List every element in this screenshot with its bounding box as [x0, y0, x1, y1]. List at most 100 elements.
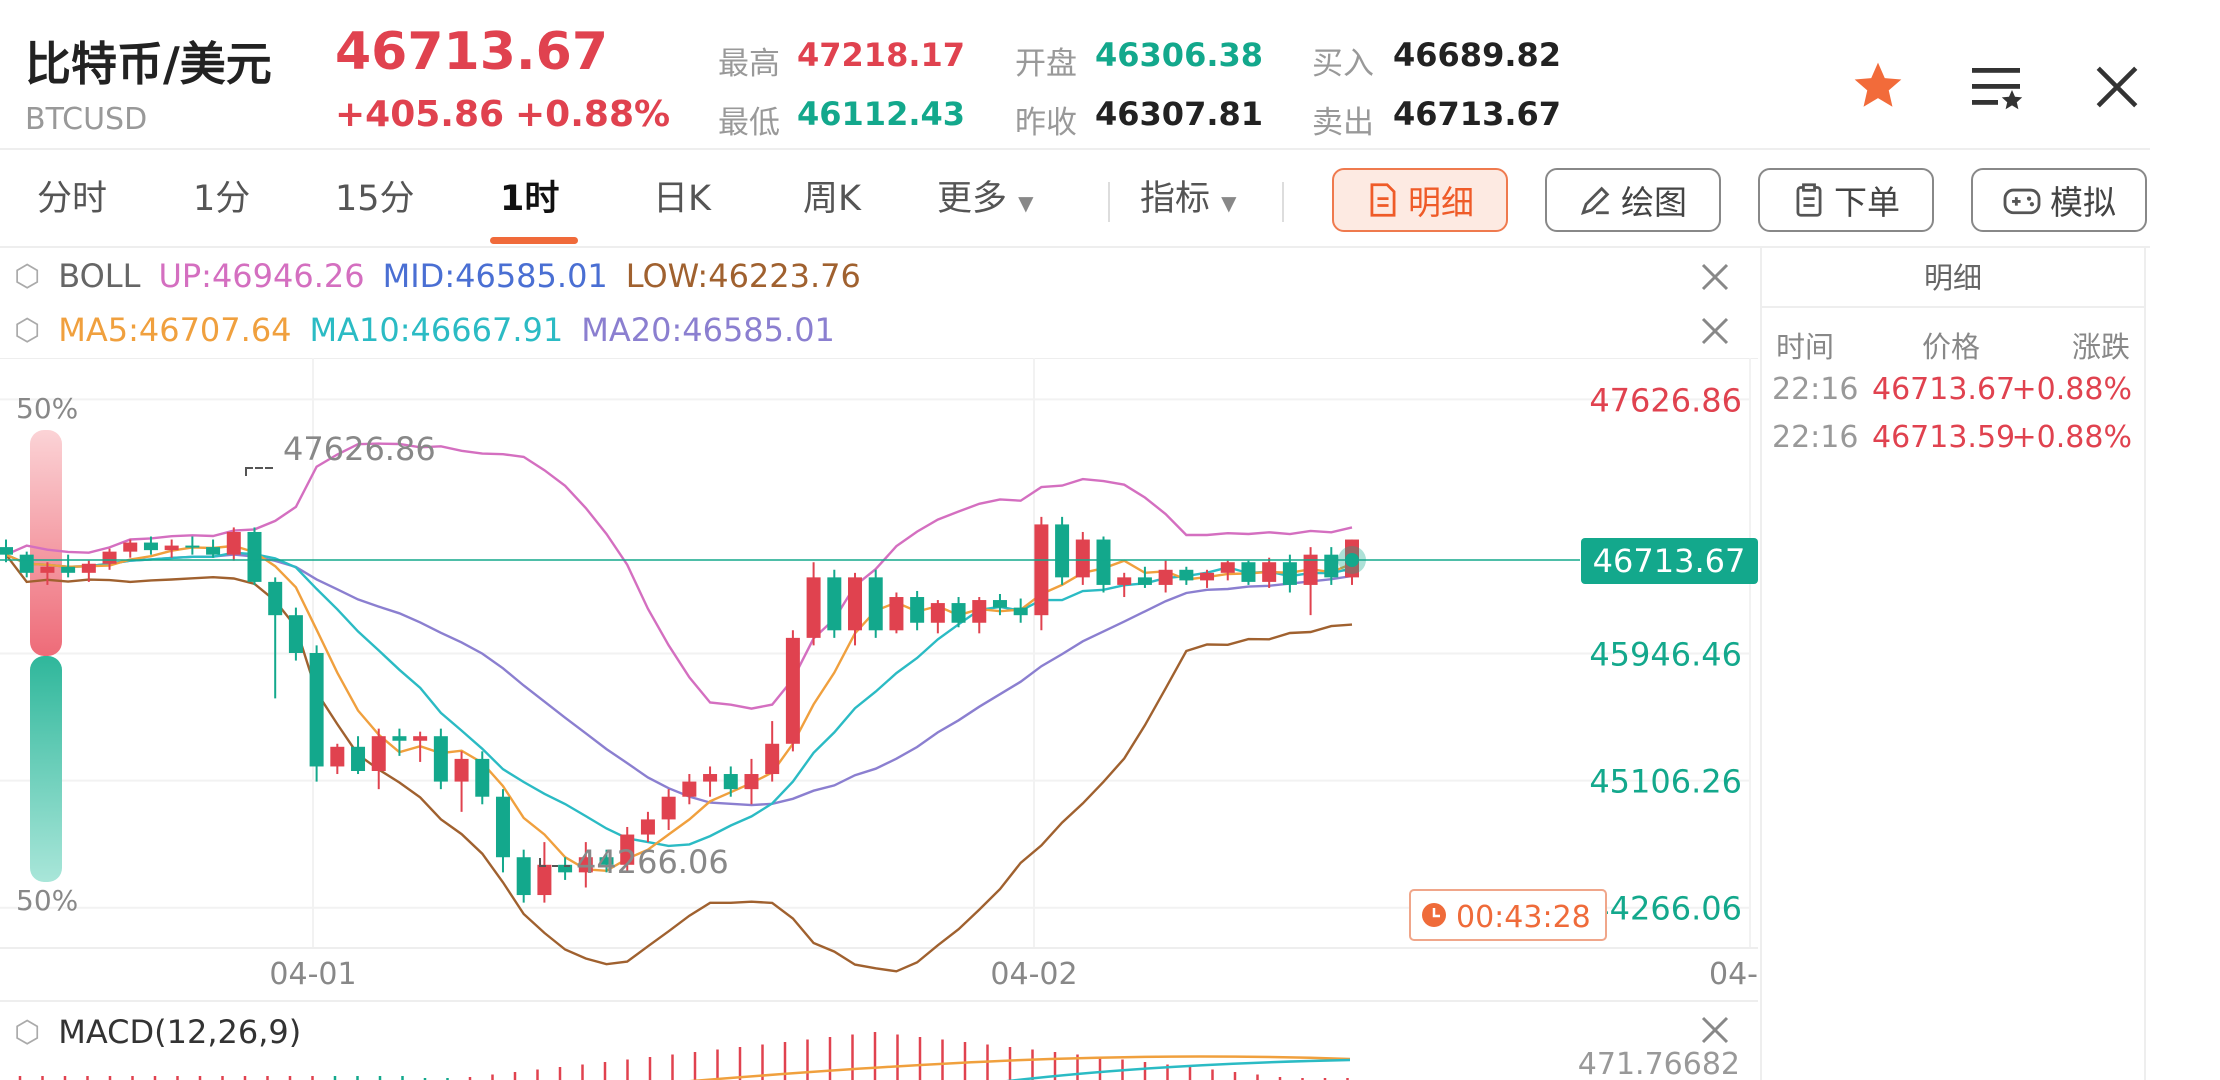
tab-15min[interactable]: 15分	[335, 179, 415, 219]
col-price: 价格	[1922, 330, 1981, 364]
bid-value: 46689.82	[1393, 36, 1562, 74]
macd-chart: 471.76682	[18, 1032, 1740, 1080]
macd-legend: ⬡ MACD(12,26,9)	[14, 1012, 319, 1052]
tab-1hour[interactable]: 1时	[500, 179, 560, 219]
candle-body	[785, 637, 800, 744]
candle-body	[1303, 554, 1318, 585]
high-value: 47218.17	[797, 36, 966, 74]
order-button[interactable]: 下单	[1758, 168, 1934, 232]
period-tabs: 分时 1分 15分 1时 日K 周K 更多 ▼ 指标 ▼ 明细 绘图 下单	[0, 150, 2150, 248]
ma5-line	[5, 544, 1353, 873]
trade-price: 46713.59	[1872, 420, 2016, 455]
candle-body	[123, 542, 138, 552]
indicators-label: 指标	[1140, 179, 1211, 219]
candle-body	[495, 796, 510, 858]
macd-value: 471.76682	[1578, 1047, 1740, 1080]
close-icon[interactable]	[1697, 313, 1733, 349]
boll-mid: MID:46585.01	[382, 257, 608, 295]
high-label: 最高	[718, 46, 780, 82]
candle-body	[433, 736, 448, 782]
candle-body	[392, 736, 407, 741]
low-label: 最低	[718, 105, 780, 141]
candle-body	[268, 581, 283, 616]
candle-body	[1324, 554, 1339, 578]
simulate-button[interactable]: 模拟	[1971, 168, 2147, 232]
col-time: 时间	[1776, 330, 1835, 364]
close-icon[interactable]	[1697, 1012, 1733, 1048]
candle-body	[806, 577, 821, 638]
ma-legend: ⬡ MA5:46707.64 MA10:46667.91 MA20:46585.…	[14, 310, 853, 350]
macd-name: MACD(12,26,9)	[58, 1013, 302, 1051]
star-icon[interactable]	[1850, 58, 1906, 114]
draw-button-label: 绘图	[1621, 183, 1687, 222]
kline-chart[interactable]: 47626.86 44266.06 50% 50% 47626.86 45946.…	[0, 358, 1758, 998]
candle-body	[889, 597, 904, 631]
candle-body	[951, 603, 966, 623]
settings-hex-icon[interactable]: ⬡	[14, 312, 41, 348]
tab-more[interactable]: 更多 ▼	[937, 170, 1034, 221]
detail-button[interactable]: 明细	[1332, 168, 1508, 232]
candle-body	[1075, 539, 1090, 578]
close-icon[interactable]	[2092, 62, 2142, 112]
tab-indicators[interactable]: 指标 ▼	[1140, 170, 1237, 221]
tab-1min[interactable]: 1分	[193, 179, 251, 219]
candle-body	[164, 545, 179, 551]
candle-body	[848, 577, 863, 631]
candle-body	[661, 796, 676, 820]
candle-body	[1179, 569, 1194, 581]
candle-body	[247, 531, 262, 582]
open-value: 46306.38	[1095, 36, 1264, 74]
candle-body	[703, 774, 718, 782]
ma10: MA10:46667.91	[309, 311, 564, 349]
watchlist-icon[interactable]	[1970, 62, 2024, 114]
trade-time: 22:16	[1772, 420, 1859, 455]
candle-body	[1241, 562, 1256, 582]
ma20: MA20:46585.01	[581, 311, 835, 349]
candle-body	[309, 653, 324, 767]
candle-body	[413, 736, 428, 741]
draw-button[interactable]: 绘图	[1545, 168, 1721, 232]
candle-body	[930, 603, 945, 623]
x-tick-label: 04-01	[269, 957, 356, 992]
settings-hex-icon[interactable]: ⬡	[14, 1014, 41, 1050]
tab-weekly[interactable]: 周K	[803, 179, 861, 219]
trade-row: 22:16 46713.67 +0.88%	[1762, 372, 2144, 416]
low-marker: 44266.06	[576, 843, 729, 881]
candle-body	[40, 566, 55, 573]
price-change-pct: +0.88%	[515, 94, 671, 135]
caret-down-icon: ▼	[1018, 191, 1034, 215]
candle-body	[640, 819, 655, 835]
y-tick-label: 44266.06	[1589, 890, 1742, 928]
candle-body	[1200, 572, 1215, 581]
macd-panel: ⬡ MACD(12,26,9) 471.76682	[0, 1000, 1758, 1080]
candle-body	[1220, 562, 1235, 573]
col-change: 涨跌	[2071, 330, 2130, 364]
tab-daily[interactable]: 日K	[653, 179, 711, 219]
y-tick-label: 47626.86	[1589, 381, 1742, 419]
clipboard-icon	[1796, 183, 1822, 217]
price-tag-label: 46713.67	[1593, 542, 1746, 580]
boll-name: BOLL	[58, 257, 141, 295]
boll-low-line	[5, 553, 1353, 973]
close-icon[interactable]	[1697, 259, 1733, 295]
candle-body	[827, 577, 842, 631]
candle-body	[102, 551, 117, 564]
candle-body	[1158, 569, 1173, 585]
ma5: MA5:46707.64	[58, 311, 292, 349]
candle-body	[1013, 607, 1028, 616]
buy-ratio-bar	[30, 430, 62, 656]
candle-body	[578, 857, 593, 873]
prev-close-label: 昨收	[1015, 105, 1077, 141]
candle-body	[288, 615, 303, 653]
ask-label: 卖出	[1312, 105, 1374, 141]
pair-name: 比特币/美元	[25, 37, 272, 91]
trade-time: 22:16	[1772, 372, 1859, 407]
boll-legend: ⬡ BOLL UP:46946.26 MID:46585.01 LOW:4622…	[14, 256, 879, 296]
candle-body	[143, 542, 158, 551]
candle-body	[558, 864, 573, 873]
bid-label: 买入	[1312, 46, 1374, 82]
tab-time-share[interactable]: 分时	[37, 179, 108, 219]
settings-hex-icon[interactable]: ⬡	[14, 258, 41, 294]
pct-bottom: 50%	[16, 884, 78, 917]
low-value: 46112.43	[797, 95, 966, 133]
